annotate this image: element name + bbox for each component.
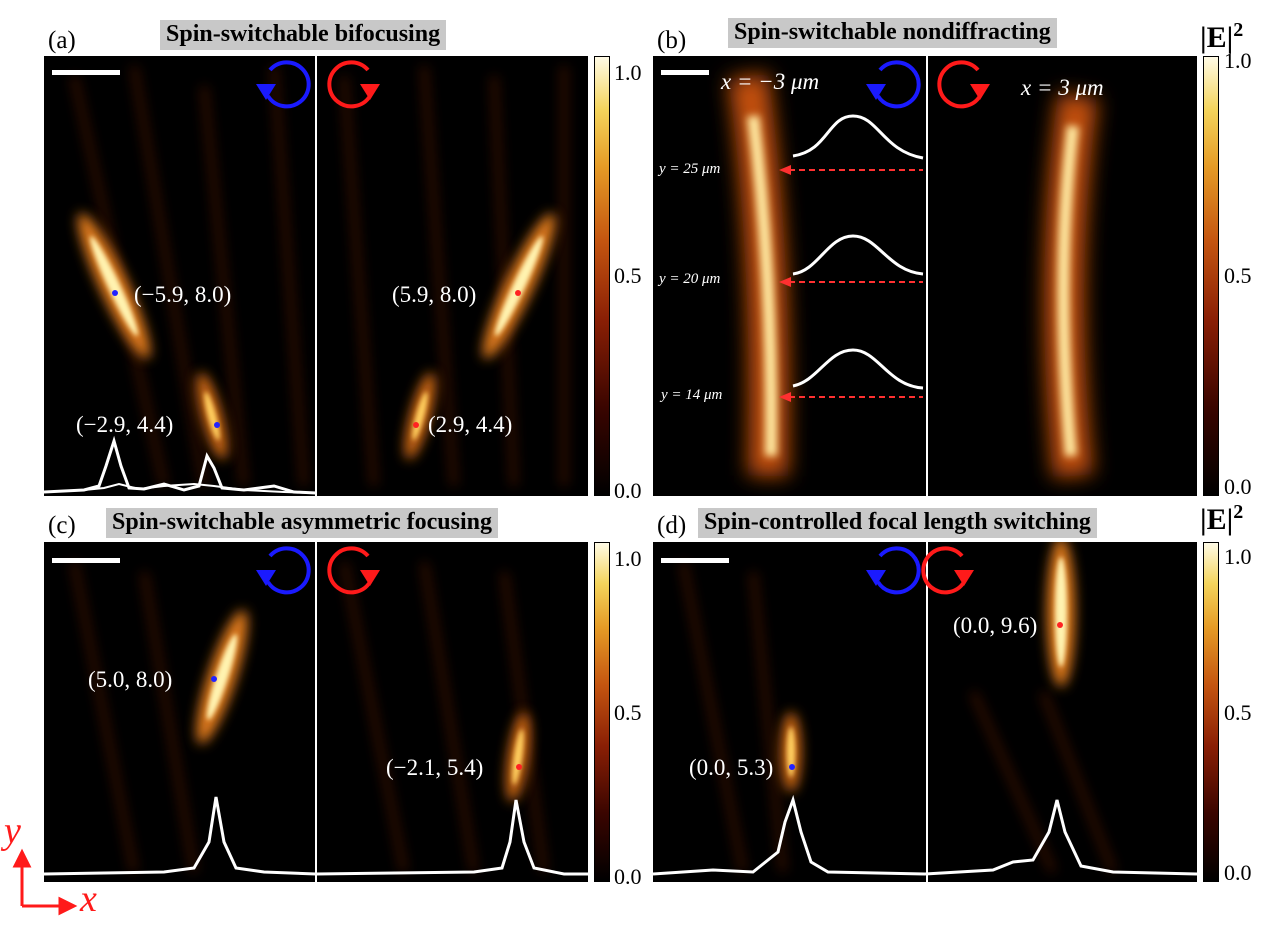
panel-c-intensity [44, 561, 588, 876]
panel-b-field-map: x = −3 μm x = 3 μm y = 25 μm y = 20 μm y… [653, 56, 1197, 496]
colorbar-b-tick-max: 1.0 [1224, 48, 1252, 73]
panel-a-intensity [44, 65, 568, 495]
panel-d-focus-dot-blue [789, 764, 795, 770]
panel-a-point-4-label: (2.9, 4.4) [428, 412, 513, 437]
panel-d-scale-bar [661, 558, 729, 563]
panel-b-intensity [728, 73, 1098, 478]
panel-d-divider [926, 542, 928, 882]
panel-b-y20-label: y = 20 μm [659, 271, 721, 287]
colorbar-d-tick-mid: 0.5 [1224, 700, 1252, 725]
panel-b-y25-label: y = 25 μm [659, 161, 721, 177]
colorbar-c [594, 542, 610, 882]
panel-b-x-left-label: x = −3 μm [721, 69, 820, 94]
panel-a-focus-dot-1 [112, 290, 118, 296]
colorbar-c-tick-mid: 0.5 [614, 700, 642, 725]
colorbar-d-tick-max: 1.0 [1224, 544, 1252, 569]
colorbar-a-tick-max: 1.0 [614, 60, 642, 85]
colorbar-b [1203, 56, 1219, 496]
panel-d-letter: (d) [657, 512, 687, 539]
panel-a-point-3-label: (−2.9, 4.4) [76, 412, 174, 437]
colorbar-label-top: |E|2 [1200, 19, 1244, 54]
panel-a-focus-dot-4 [413, 422, 419, 428]
panel-c-letter: (c) [48, 512, 76, 539]
panel-a-point-1-label: (−5.9, 8.0) [134, 282, 232, 307]
panel-a-focus-dot-2 [515, 290, 521, 296]
panel-c-point-right-label: (−2.1, 5.4) [386, 755, 484, 780]
panel-d-point-lower-label: (0.0, 5.3) [689, 755, 774, 780]
colorbar-a-tick-min: 0.0 [614, 478, 642, 503]
colorbar-label-bottom: |E|2 [1200, 501, 1244, 536]
colorbar-c-tick-min: 0.0 [614, 864, 642, 889]
panel-a-focus-dot-3 [214, 422, 220, 428]
colorbar-d-tick-min: 0.0 [1224, 860, 1252, 885]
panel-d-field-map: (0.0, 9.6) (0.0, 5.3) [653, 542, 1197, 882]
panel-a-scale-bar [52, 70, 120, 75]
panel-c-scale-bar [52, 558, 120, 563]
panel-b-scale-bar [661, 70, 709, 75]
colorbar-d [1203, 542, 1219, 882]
panel-c-title: Spin-switchable asymmetric focusing [106, 508, 498, 538]
panel-d-point-upper-label: (0.0, 9.6) [953, 613, 1038, 638]
panel-d-title: Spin-controlled focal length switching [698, 508, 1097, 538]
panel-d-intensity [653, 542, 1197, 876]
panel-d-focus-dot-red [1057, 622, 1063, 628]
colorbar-b-tick-mid: 0.5 [1224, 263, 1252, 288]
panel-c-divider [315, 542, 317, 882]
panel-b-divider [926, 56, 928, 496]
axis-x-label: x [80, 878, 97, 920]
axis-y-label: y [4, 810, 21, 852]
panel-c-point-left-label: (5.0, 8.0) [88, 667, 173, 692]
colorbar-a [594, 56, 610, 496]
panel-a-point-2-label: (5.9, 8.0) [392, 282, 477, 307]
panel-c-focus-dot-blue [211, 676, 217, 682]
colorbar-c-tick-max: 1.0 [614, 546, 642, 571]
panel-a-field-map [44, 56, 588, 496]
panel-c-field-map: (5.0, 8.0) (−2.1, 5.4) [44, 542, 588, 882]
panel-a-title: Spin-switchable bifocusing [160, 20, 447, 50]
panel-b-letter: (b) [657, 27, 687, 54]
panel-b-title: Spin-switchable nondiffracting [728, 18, 1057, 48]
panel-b-x-right-label: x = 3 μm [1021, 75, 1104, 100]
panel-c-focus-dot-red [516, 764, 522, 770]
panel-a-letter: (a) [48, 27, 76, 54]
colorbar-a-tick-mid: 0.5 [614, 263, 642, 288]
colorbar-b-tick-min: 0.0 [1224, 474, 1252, 499]
panel-b-y14-label: y = 14 μm [661, 387, 723, 403]
panel-a-divider [315, 56, 317, 496]
